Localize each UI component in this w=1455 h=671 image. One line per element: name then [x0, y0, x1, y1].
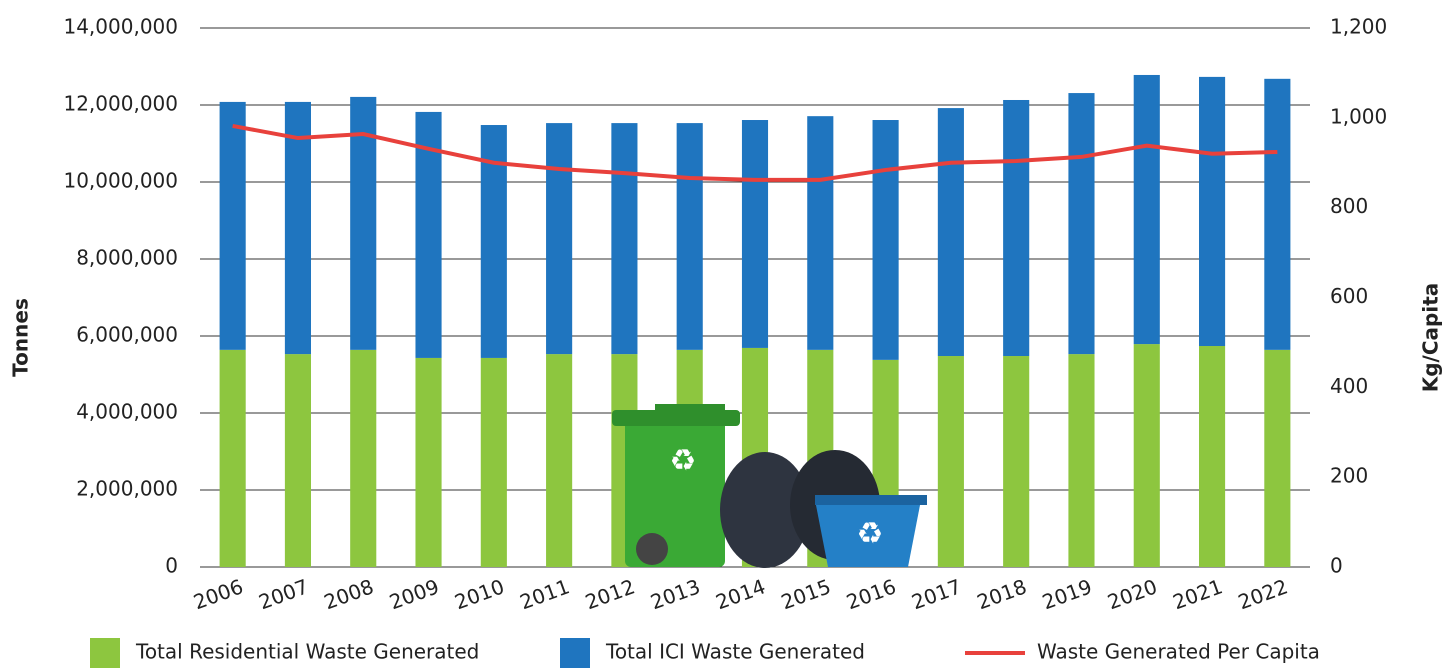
y-tick-label: 10,000,000	[63, 169, 178, 193]
bar	[1199, 346, 1226, 567]
y2-tick-label: 800	[1330, 194, 1368, 218]
x-tick-label: 2007	[255, 574, 311, 614]
legend-swatch	[560, 638, 590, 668]
legend-label: Waste Generated Per Capita	[1037, 640, 1320, 664]
y-tick-label: 6,000,000	[76, 323, 178, 347]
x-tick-label: 2011	[517, 574, 573, 614]
bar	[807, 116, 834, 350]
bar	[546, 354, 573, 567]
bar	[284, 101, 311, 355]
bar	[219, 349, 246, 567]
x-tick-label: 2009	[386, 574, 442, 614]
plot-area: 0 2,000,000 4,000,000 6,000,000 8,000,000 10,…	[9, 15, 1443, 615]
bar	[937, 108, 964, 357]
bar	[415, 357, 442, 567]
legend: Total Residential Waste Generated Total I…	[90, 638, 1320, 668]
y-tick-label: 8,000,000	[76, 246, 178, 270]
y2-tick-label: 1,200	[1330, 15, 1387, 39]
bar	[937, 356, 964, 567]
svg-text:♻: ♻	[670, 444, 697, 479]
bar	[1133, 74, 1160, 345]
y-tick-label: 2,000,000	[76, 477, 178, 501]
y2-tick-label: 400	[1330, 374, 1368, 398]
x-tick-label: 2013	[647, 574, 703, 614]
bar	[284, 354, 311, 567]
y2-tick-label: 0	[1330, 554, 1343, 578]
svg-text:♻: ♻	[857, 517, 884, 552]
line	[232, 123, 1278, 182]
legend-label: Total ICI Waste Generated	[605, 640, 865, 664]
bar	[1133, 344, 1160, 567]
x-tick-label: 2022	[1235, 574, 1291, 614]
x-tick-label: 2016	[843, 574, 899, 614]
y-axis-title: Tonnes	[9, 298, 33, 377]
x-tick-label: 2019	[1039, 574, 1095, 614]
y-tick-label: 4,000,000	[76, 400, 178, 424]
y-tick-label: 12,000,000	[63, 92, 178, 116]
bar	[676, 123, 703, 350]
bar	[872, 120, 899, 360]
x-tick-label: 2015	[778, 574, 834, 614]
y2-tick-label: 200	[1330, 464, 1368, 488]
bar	[350, 96, 377, 350]
x-tick-label: 2017	[908, 574, 964, 614]
bar	[546, 123, 573, 355]
x-tick-label: 2021	[1170, 574, 1226, 614]
bar	[1264, 349, 1291, 567]
y2-tick-label: 600	[1330, 284, 1368, 308]
y-tick-label: 14,000,000	[63, 15, 178, 39]
x-tick-label: 2008	[321, 574, 377, 614]
x-tick-label: 2010	[451, 574, 507, 614]
bar	[480, 357, 507, 567]
bar	[1003, 99, 1030, 357]
y2-tick-label: 1,000	[1330, 104, 1387, 128]
x-tick-label: 2020	[1104, 574, 1160, 614]
x-tick-label: 2014	[713, 574, 769, 614]
y2-axis-title: Kg/Capita	[1419, 283, 1443, 393]
x-tick-label: 2018	[974, 574, 1030, 614]
bar	[1003, 356, 1030, 567]
y-tick-label: 0	[165, 554, 178, 578]
bar	[741, 120, 769, 348]
legend-label: Total Residential Waste Generated	[135, 640, 479, 664]
x-tick-label: 2012	[582, 574, 638, 614]
bar	[1264, 78, 1291, 350]
bar	[350, 349, 377, 567]
legend-swatch	[90, 638, 120, 668]
bar	[611, 123, 638, 355]
waste-bins-illustration: ♻ ♻	[612, 404, 927, 568]
bar	[415, 111, 442, 358]
bar	[219, 101, 246, 350]
bar	[1068, 354, 1095, 567]
x-tick-label: 2006	[190, 574, 246, 614]
bar	[1199, 76, 1226, 347]
bar	[1068, 93, 1095, 355]
